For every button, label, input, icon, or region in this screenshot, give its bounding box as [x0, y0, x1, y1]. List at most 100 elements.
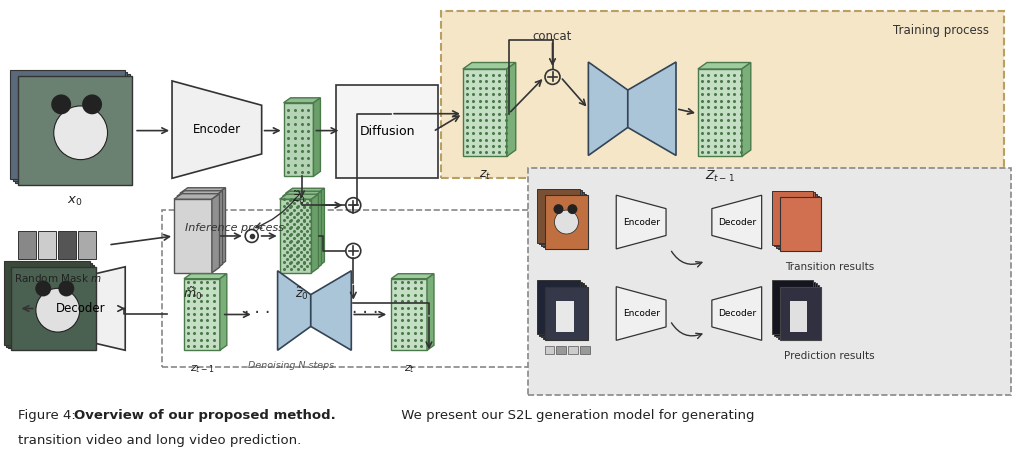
- Polygon shape: [317, 188, 325, 267]
- FancyBboxPatch shape: [539, 190, 583, 244]
- Text: Decoder: Decoder: [718, 309, 756, 318]
- Polygon shape: [215, 191, 222, 270]
- FancyBboxPatch shape: [777, 195, 819, 249]
- Polygon shape: [463, 69, 507, 156]
- FancyBboxPatch shape: [336, 85, 438, 178]
- FancyBboxPatch shape: [545, 287, 589, 340]
- FancyBboxPatch shape: [772, 280, 813, 334]
- Polygon shape: [280, 194, 318, 199]
- FancyBboxPatch shape: [545, 346, 554, 354]
- Circle shape: [36, 288, 80, 332]
- Text: · · ·: · · ·: [352, 303, 379, 321]
- Polygon shape: [177, 196, 215, 270]
- FancyBboxPatch shape: [527, 168, 1011, 395]
- FancyBboxPatch shape: [441, 12, 1004, 178]
- Polygon shape: [280, 199, 311, 273]
- FancyBboxPatch shape: [541, 192, 585, 246]
- Polygon shape: [310, 271, 351, 350]
- Polygon shape: [174, 199, 212, 273]
- Polygon shape: [698, 69, 741, 156]
- Polygon shape: [278, 271, 310, 350]
- FancyBboxPatch shape: [539, 282, 583, 336]
- Text: Encoder: Encoder: [623, 218, 659, 226]
- FancyBboxPatch shape: [779, 197, 821, 251]
- FancyBboxPatch shape: [8, 265, 94, 349]
- FancyBboxPatch shape: [58, 231, 76, 259]
- Polygon shape: [283, 196, 314, 270]
- FancyBboxPatch shape: [543, 194, 587, 247]
- Polygon shape: [184, 279, 220, 350]
- FancyBboxPatch shape: [537, 280, 581, 334]
- Polygon shape: [180, 188, 225, 193]
- Circle shape: [58, 281, 75, 296]
- FancyBboxPatch shape: [777, 285, 819, 339]
- FancyBboxPatch shape: [541, 284, 585, 337]
- Circle shape: [35, 281, 51, 296]
- Text: $z_t$: $z_t$: [403, 363, 415, 375]
- FancyBboxPatch shape: [17, 76, 132, 185]
- Polygon shape: [698, 63, 751, 69]
- Text: Diffusion: Diffusion: [359, 125, 415, 138]
- FancyBboxPatch shape: [773, 282, 815, 336]
- Polygon shape: [284, 98, 321, 103]
- FancyBboxPatch shape: [162, 210, 536, 367]
- Polygon shape: [391, 279, 427, 350]
- Polygon shape: [220, 274, 226, 350]
- Text: $z_t$: $z_t$: [478, 169, 490, 183]
- Polygon shape: [174, 194, 219, 199]
- Polygon shape: [311, 194, 318, 273]
- Polygon shape: [286, 193, 317, 267]
- FancyBboxPatch shape: [10, 267, 96, 350]
- Text: Figure 4:: Figure 4:: [17, 409, 80, 422]
- Circle shape: [567, 204, 578, 214]
- Circle shape: [53, 106, 108, 160]
- Text: $x_0$: $x_0$: [68, 195, 83, 208]
- Polygon shape: [284, 103, 313, 176]
- Text: $\tilde{m}_0$: $\tilde{m}_0$: [183, 286, 203, 302]
- FancyBboxPatch shape: [78, 231, 96, 259]
- Circle shape: [51, 95, 71, 114]
- FancyBboxPatch shape: [17, 231, 36, 259]
- Polygon shape: [212, 194, 219, 273]
- Text: $\tilde{z}_0$: $\tilde{z}_0$: [295, 286, 308, 302]
- FancyBboxPatch shape: [556, 346, 566, 354]
- Text: $Z_{t-1}$: $Z_{t-1}$: [705, 169, 734, 184]
- Text: · · ·: · · ·: [244, 303, 269, 321]
- Polygon shape: [589, 62, 628, 155]
- Polygon shape: [218, 188, 225, 267]
- Text: $z_{t-1}$: $z_{t-1}$: [189, 363, 214, 375]
- FancyBboxPatch shape: [12, 72, 127, 181]
- Circle shape: [554, 210, 579, 234]
- Polygon shape: [463, 63, 516, 69]
- FancyBboxPatch shape: [775, 194, 817, 248]
- FancyBboxPatch shape: [568, 346, 579, 354]
- Polygon shape: [313, 98, 321, 176]
- Polygon shape: [172, 81, 262, 178]
- Polygon shape: [712, 195, 762, 249]
- Text: Inference process: Inference process: [185, 223, 284, 233]
- Text: We present our S2L generation model for generating: We present our S2L generation model for …: [397, 409, 755, 422]
- Polygon shape: [184, 274, 226, 279]
- FancyBboxPatch shape: [545, 195, 589, 249]
- Circle shape: [82, 95, 102, 114]
- FancyBboxPatch shape: [38, 231, 55, 259]
- Text: Denoising N steps: Denoising N steps: [249, 361, 335, 370]
- Polygon shape: [286, 188, 325, 193]
- FancyBboxPatch shape: [556, 301, 574, 332]
- Polygon shape: [616, 287, 666, 340]
- FancyBboxPatch shape: [543, 285, 587, 339]
- Polygon shape: [616, 195, 666, 249]
- Text: concat: concat: [532, 30, 572, 43]
- Text: Training process: Training process: [893, 24, 989, 37]
- Text: Encoder: Encoder: [623, 309, 659, 318]
- Polygon shape: [314, 191, 322, 270]
- FancyBboxPatch shape: [779, 287, 821, 340]
- Text: transition video and long video prediction.: transition video and long video predicti…: [17, 434, 301, 447]
- FancyBboxPatch shape: [10, 70, 125, 179]
- Polygon shape: [507, 63, 516, 156]
- Text: Transition results: Transition results: [784, 262, 874, 272]
- Polygon shape: [741, 63, 751, 156]
- Text: $\tilde{z}_0$: $\tilde{z}_0$: [292, 189, 305, 206]
- FancyBboxPatch shape: [537, 189, 581, 242]
- Polygon shape: [427, 274, 434, 350]
